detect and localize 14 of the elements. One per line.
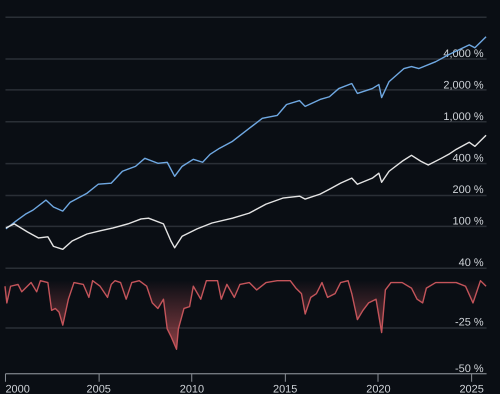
y-tick-label: -25 % [454,316,484,328]
x-tick-label: 2010 [180,384,204,394]
y-tick-label: 400 % [452,152,484,165]
x-tick-label: 2020 [366,384,391,394]
y-tick-label: 100 % [452,216,484,228]
y-tick-label: 2,000 % [443,79,484,92]
x-tick-label: 2025 [459,384,484,394]
x-tick-label: 2000 [5,384,30,394]
y-tick-label: -50 % [454,362,484,375]
y-tick-label: 200 % [452,184,484,196]
y-tick-label: 1,000 % [443,110,484,123]
x-tick-label: 2005 [86,384,111,394]
y-tick-label: 40 % [458,257,484,270]
x-tick-label: 2015 [273,384,298,394]
